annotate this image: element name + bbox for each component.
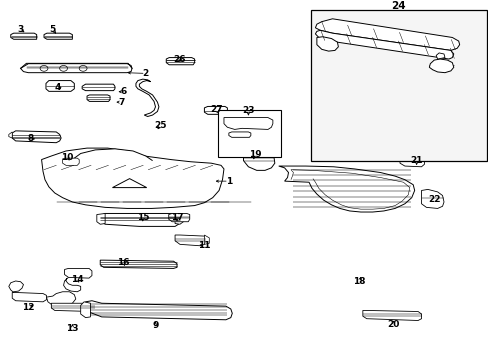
Polygon shape bbox=[224, 118, 272, 130]
Polygon shape bbox=[204, 107, 227, 114]
Text: 9: 9 bbox=[152, 321, 159, 330]
Bar bbox=[310, 10, 486, 161]
Polygon shape bbox=[278, 166, 414, 212]
Text: 19: 19 bbox=[248, 150, 261, 159]
Polygon shape bbox=[12, 131, 61, 143]
Polygon shape bbox=[81, 302, 90, 318]
Text: 4: 4 bbox=[54, 82, 61, 91]
Text: 7: 7 bbox=[118, 98, 124, 107]
Text: 10: 10 bbox=[61, 153, 74, 162]
Text: 12: 12 bbox=[22, 303, 35, 312]
Text: 16: 16 bbox=[117, 258, 129, 267]
Polygon shape bbox=[41, 148, 224, 208]
Polygon shape bbox=[9, 281, 23, 292]
Text: 1: 1 bbox=[225, 177, 231, 186]
Polygon shape bbox=[166, 58, 194, 65]
Polygon shape bbox=[20, 64, 132, 73]
Polygon shape bbox=[435, 53, 444, 59]
Polygon shape bbox=[243, 151, 274, 170]
Polygon shape bbox=[204, 235, 209, 244]
Text: 11: 11 bbox=[198, 241, 210, 250]
Polygon shape bbox=[112, 179, 146, 188]
Polygon shape bbox=[315, 30, 453, 59]
Polygon shape bbox=[362, 310, 421, 320]
Bar bbox=[217, 111, 281, 157]
Text: 18: 18 bbox=[352, 277, 365, 286]
Polygon shape bbox=[82, 84, 115, 91]
Text: 13: 13 bbox=[66, 324, 79, 333]
Polygon shape bbox=[175, 235, 206, 246]
Polygon shape bbox=[421, 189, 443, 208]
Polygon shape bbox=[136, 79, 159, 117]
Text: 24: 24 bbox=[390, 1, 405, 11]
Polygon shape bbox=[100, 260, 177, 269]
Text: 14: 14 bbox=[71, 275, 83, 284]
Text: 26: 26 bbox=[173, 54, 186, 63]
Text: 15: 15 bbox=[136, 212, 149, 221]
Polygon shape bbox=[100, 213, 180, 226]
Polygon shape bbox=[228, 132, 250, 137]
Polygon shape bbox=[97, 213, 105, 224]
Polygon shape bbox=[85, 301, 232, 320]
Text: 3: 3 bbox=[18, 25, 23, 34]
Polygon shape bbox=[87, 95, 110, 102]
Text: 6: 6 bbox=[121, 87, 126, 96]
Polygon shape bbox=[72, 149, 152, 161]
Polygon shape bbox=[405, 153, 415, 158]
Polygon shape bbox=[428, 59, 453, 73]
Polygon shape bbox=[9, 132, 12, 138]
Polygon shape bbox=[44, 33, 72, 39]
Text: 23: 23 bbox=[242, 106, 254, 115]
Polygon shape bbox=[399, 158, 424, 167]
Text: 27: 27 bbox=[209, 105, 222, 114]
Polygon shape bbox=[175, 213, 183, 224]
Polygon shape bbox=[243, 146, 267, 151]
Text: 20: 20 bbox=[386, 320, 399, 329]
Polygon shape bbox=[63, 278, 81, 292]
Text: 8: 8 bbox=[27, 134, 33, 143]
Text: 2: 2 bbox=[142, 69, 148, 78]
Text: 5: 5 bbox=[50, 25, 56, 34]
Text: 22: 22 bbox=[427, 195, 440, 204]
Text: 21: 21 bbox=[409, 156, 422, 165]
Polygon shape bbox=[11, 33, 37, 39]
Polygon shape bbox=[46, 292, 76, 307]
Polygon shape bbox=[62, 158, 79, 165]
Polygon shape bbox=[315, 19, 459, 50]
Polygon shape bbox=[51, 303, 95, 311]
Text: 25: 25 bbox=[154, 121, 166, 130]
Polygon shape bbox=[12, 292, 46, 302]
Polygon shape bbox=[168, 213, 189, 222]
Polygon shape bbox=[316, 37, 338, 51]
Polygon shape bbox=[64, 269, 92, 278]
Polygon shape bbox=[46, 81, 74, 91]
Text: 17: 17 bbox=[170, 212, 183, 221]
